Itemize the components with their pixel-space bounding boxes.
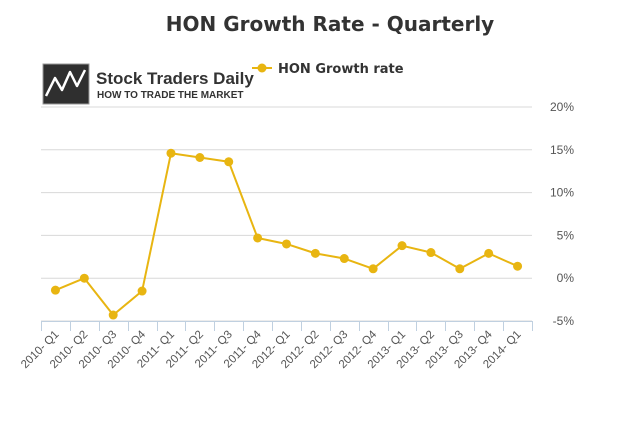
y-tick-label: 15% (550, 143, 574, 157)
data-point[interactable] (253, 233, 263, 243)
logo-name: Stock Traders Daily (96, 69, 254, 88)
data-point[interactable] (484, 248, 494, 258)
y-tick-label: 0% (557, 271, 575, 285)
data-point[interactable] (339, 254, 349, 264)
data-point[interactable] (108, 310, 118, 320)
data-point[interactable] (310, 248, 320, 258)
legend-label: HON Growth rate (278, 62, 404, 77)
y-tick-label: 20% (550, 100, 574, 114)
series-line (55, 152, 518, 317)
data-point[interactable] (224, 157, 234, 167)
legend-dot-marker (257, 63, 267, 73)
logo-tagline: HOW TO TRADE THE MARKET (97, 90, 243, 101)
data-point[interactable] (397, 241, 407, 251)
data-point[interactable] (166, 148, 176, 158)
series-hon-growth-rate (50, 148, 523, 320)
data-point[interactable] (79, 273, 89, 283)
data-point[interactable] (455, 264, 465, 274)
y-tick-label: 10% (550, 186, 574, 200)
legend: HON Growth rate (252, 62, 404, 77)
data-point[interactable] (137, 286, 147, 296)
chart-title: HON Growth Rate - Quarterly (166, 12, 494, 36)
stock-traders-daily-logo: Stock Traders Daily HOW TO TRADE THE MAR… (42, 63, 254, 105)
y-tick-label: -5% (553, 314, 575, 328)
data-point[interactable] (513, 261, 523, 271)
data-point[interactable] (195, 153, 205, 163)
data-point[interactable] (426, 248, 436, 258)
y-axis-tick-labels: -5% 0% 5% 10% 15% 20% (550, 100, 574, 328)
data-point[interactable] (50, 285, 60, 295)
y-tick-label: 5% (557, 228, 575, 242)
data-point[interactable] (282, 239, 291, 249)
logo-chart-icon (44, 69, 87, 97)
data-point[interactable] (368, 264, 378, 274)
gridlines (41, 106, 532, 322)
